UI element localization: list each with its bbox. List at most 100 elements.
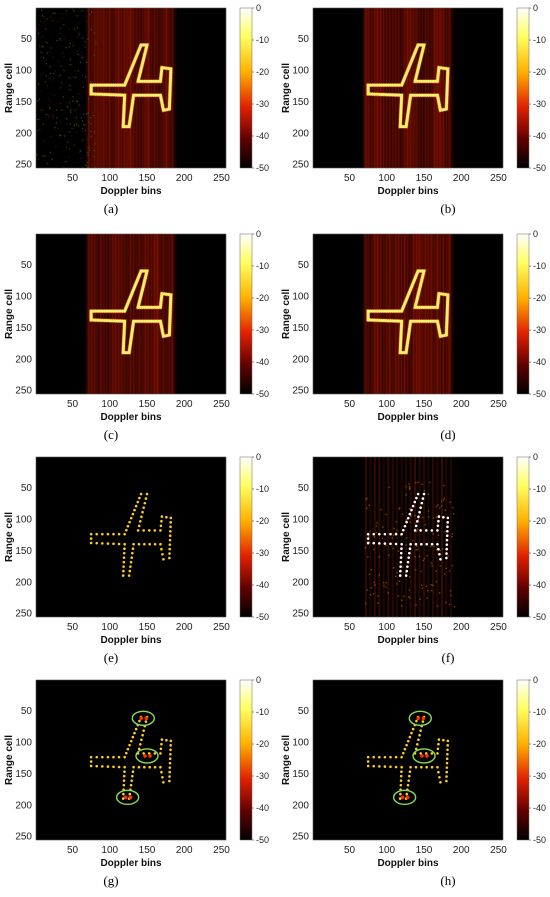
scatter-point bbox=[399, 779, 403, 782]
noise-speck bbox=[75, 76, 77, 78]
scatter-point bbox=[371, 92, 375, 96]
scatter-point bbox=[426, 305, 430, 309]
noise-speck bbox=[87, 112, 89, 114]
sidelobe-stripe bbox=[145, 8, 152, 168]
scatter-point bbox=[100, 83, 104, 87]
artifact-speck bbox=[399, 534, 402, 537]
noise-speck bbox=[37, 32, 40, 34]
scatter-point bbox=[144, 497, 148, 500]
x-tick-label: 250 bbox=[213, 399, 230, 410]
colorbar bbox=[239, 456, 253, 618]
x-tick-label: 50 bbox=[344, 845, 356, 856]
x-axis-label: Doppler bins bbox=[377, 186, 439, 197]
scatter-point bbox=[95, 764, 99, 768]
noise-speck bbox=[39, 84, 41, 86]
noise-speck bbox=[80, 116, 82, 119]
artifact-speck bbox=[430, 545, 432, 548]
y-tick-label: 50 bbox=[21, 34, 33, 45]
scatter-point bbox=[416, 520, 419, 523]
plot-area bbox=[313, 457, 503, 617]
noise-speck bbox=[73, 109, 76, 111]
artifact-speck bbox=[397, 595, 400, 597]
scatter-point bbox=[413, 529, 417, 532]
colorbar-tick-label: 0 bbox=[256, 229, 261, 239]
scatter-point bbox=[430, 542, 434, 546]
scatter-point bbox=[445, 770, 449, 774]
noise-speck bbox=[43, 16, 45, 18]
noise-speck bbox=[63, 55, 65, 58]
noise-speck bbox=[45, 63, 47, 65]
artifact-speck bbox=[367, 535, 370, 538]
scatter-point bbox=[383, 755, 387, 759]
scatter-point bbox=[159, 529, 162, 532]
noise-speck bbox=[90, 11, 93, 13]
residual-stripe bbox=[391, 457, 394, 617]
scatter-point bbox=[398, 797, 402, 800]
noise-speck bbox=[81, 52, 83, 54]
scatter-point bbox=[158, 319, 162, 323]
sidelobe-stripe bbox=[145, 234, 152, 394]
residual-stripe bbox=[396, 457, 399, 617]
scatter-point bbox=[159, 747, 163, 751]
scatter-point bbox=[416, 492, 420, 496]
sidelobe-stripe bbox=[156, 234, 165, 394]
sidelobe-stripe bbox=[137, 8, 142, 168]
noise-speck bbox=[65, 161, 67, 163]
scatter-point bbox=[408, 735, 412, 739]
highlight-point bbox=[416, 716, 421, 721]
noise-speck bbox=[93, 32, 96, 34]
colorbar-tick-label: -30 bbox=[256, 325, 269, 335]
noise-speck bbox=[43, 141, 45, 143]
scatter-point bbox=[143, 765, 146, 769]
colorbar-tick-label: -20 bbox=[533, 293, 546, 303]
scatter-point bbox=[400, 542, 403, 546]
noise-speck bbox=[49, 72, 52, 74]
scatter-point bbox=[408, 547, 412, 550]
noise-speck bbox=[95, 43, 97, 45]
scatter-point bbox=[446, 748, 449, 752]
x-tick-label: 50 bbox=[344, 622, 356, 633]
scatter-point bbox=[419, 506, 422, 509]
scatter-point bbox=[147, 93, 151, 97]
artifact-speck bbox=[423, 557, 426, 560]
highlight-circle bbox=[131, 710, 155, 726]
sidelobe-stripe bbox=[404, 234, 411, 394]
noise-speck bbox=[42, 46, 44, 48]
scatter-point bbox=[413, 93, 417, 97]
colorbar-tick-label: -30 bbox=[533, 325, 546, 335]
scatter-point bbox=[89, 85, 93, 89]
noise-speck bbox=[87, 38, 89, 40]
scatter-point bbox=[145, 79, 149, 83]
noise-speck bbox=[69, 111, 72, 113]
scatter-point bbox=[167, 293, 171, 297]
colorbar-tick-label: -10 bbox=[256, 484, 269, 494]
noise-speck bbox=[60, 108, 62, 110]
scatter-point bbox=[395, 319, 399, 323]
residual-stripe bbox=[387, 457, 390, 617]
noise-speck bbox=[42, 57, 45, 59]
colorbar-tick-label: -50 bbox=[256, 389, 269, 399]
y-tick-label: 100 bbox=[15, 66, 32, 77]
scatter-point bbox=[426, 93, 430, 97]
x-tick-label: 100 bbox=[378, 173, 395, 184]
scatter-point bbox=[128, 743, 131, 747]
colorbar-tick-label: -50 bbox=[533, 389, 546, 399]
scatter-point bbox=[436, 747, 440, 751]
noise-speck bbox=[72, 127, 74, 130]
x-tick-label: 100 bbox=[101, 845, 118, 856]
noise-speck bbox=[87, 151, 89, 153]
noise-speck bbox=[89, 149, 91, 151]
artifact-speck bbox=[426, 554, 428, 557]
x-tick-label: 50 bbox=[67, 399, 79, 410]
noise-speck bbox=[50, 79, 52, 81]
scatter-point bbox=[96, 309, 100, 313]
scatter-point bbox=[114, 93, 118, 97]
y-tick-label: 200 bbox=[292, 800, 309, 811]
noise-speck bbox=[54, 70, 56, 72]
noise-speck bbox=[52, 116, 54, 118]
scatter-point bbox=[386, 319, 390, 323]
scatter-point bbox=[377, 92, 381, 96]
scatter-point bbox=[122, 565, 125, 568]
scatter-point bbox=[168, 547, 172, 551]
noise-speck bbox=[81, 75, 83, 77]
